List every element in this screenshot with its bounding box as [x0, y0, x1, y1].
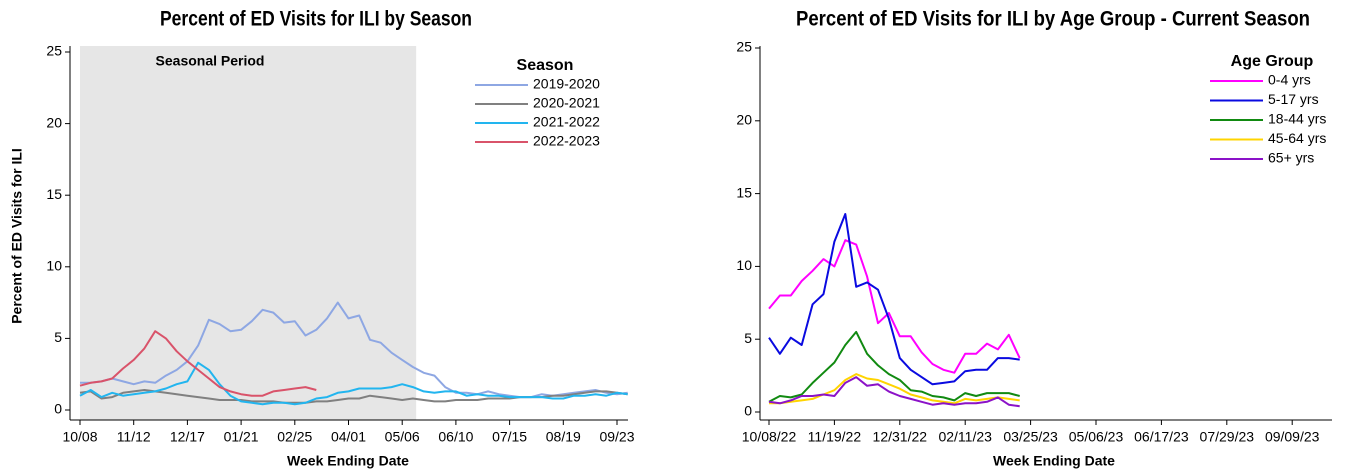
x-tick-label: 09/23: [599, 429, 634, 445]
legend-label: 65+ yrs: [1268, 150, 1314, 166]
legend-label: 2022-2023: [533, 133, 600, 149]
series-line: [768, 330, 1020, 403]
legend-label: 2020-2021: [533, 95, 600, 111]
x-tick-label: 10/08/22: [742, 429, 797, 445]
legend-label: 45-64 yrs: [1268, 130, 1326, 146]
series-line: [769, 373, 1020, 405]
legend-title: Season: [517, 57, 574, 74]
x-tick-label: 09/09/23: [1265, 429, 1320, 445]
y-tick-label: 0: [54, 401, 62, 417]
x-tick-label: 06/10: [438, 429, 473, 445]
chart-title: Percent of ED Visits for ILI by Season: [160, 8, 472, 31]
legend-title: Age Group: [1231, 53, 1314, 70]
x-tick-label: 07/15: [492, 429, 527, 445]
x-tick-label: 02/11/23: [938, 429, 992, 445]
x-tick-label: 04/01: [331, 429, 366, 445]
series-line: [80, 301, 628, 399]
legend-label: 2021-2022: [533, 114, 600, 130]
y-tick-label: 10: [46, 258, 62, 274]
legend-label: 2019-2020: [533, 76, 600, 92]
x-tick-label: 08/19: [546, 429, 581, 445]
y-tick-label: 0: [744, 403, 752, 419]
y-tick-label: 25: [46, 43, 62, 59]
x-tick-label: 05/06/23: [1069, 429, 1124, 445]
x-tick-label: 12/31/22: [873, 429, 928, 445]
y-tick-label: 5: [744, 330, 752, 346]
y-tick-label: 20: [736, 112, 752, 128]
y-tick-label: 15: [46, 186, 62, 202]
x-tick-label: 03/25/23: [1003, 429, 1058, 445]
series-line: [79, 330, 317, 397]
series-line: [768, 213, 1020, 386]
x-axis-title: Week Ending Date: [287, 453, 409, 469]
chart-title: Percent of ED Visits for ILI by Age Grou…: [796, 8, 1310, 31]
series-line: [768, 376, 1020, 408]
y-tick-label: 20: [46, 114, 62, 130]
x-axis-title: Week Ending Date: [993, 453, 1115, 469]
x-tick-label: 06/17/23: [1134, 429, 1189, 445]
shade-label: Seasonal Period: [156, 53, 265, 69]
y-tick-label: 10: [736, 257, 752, 273]
legend-label: 0-4 yrs: [1268, 72, 1311, 88]
x-tick-label: 07/29/23: [1200, 429, 1255, 445]
x-tick-label: 11/19/22: [808, 429, 862, 445]
x-tick-label: 11/12: [117, 429, 151, 445]
y-tick-label: 15: [736, 184, 752, 200]
x-tick-label: 01/21: [224, 429, 259, 445]
legend-label: 18-44 yrs: [1268, 111, 1326, 127]
legend-label: 5-17 yrs: [1268, 91, 1319, 107]
x-tick-label: 12/17: [170, 429, 205, 445]
y-tick-label: 5: [54, 329, 62, 345]
y-axis-title: Percent of ED Visits for ILI: [9, 148, 25, 324]
series-line: [768, 239, 1021, 374]
x-tick-label: 10/08: [62, 429, 97, 445]
series-line: [79, 361, 628, 406]
y-tick-label: 25: [736, 39, 752, 55]
x-tick-label: 05/06: [385, 429, 420, 445]
x-tick-label: 02/25: [277, 429, 312, 445]
seasonal-shade: [80, 46, 417, 420]
